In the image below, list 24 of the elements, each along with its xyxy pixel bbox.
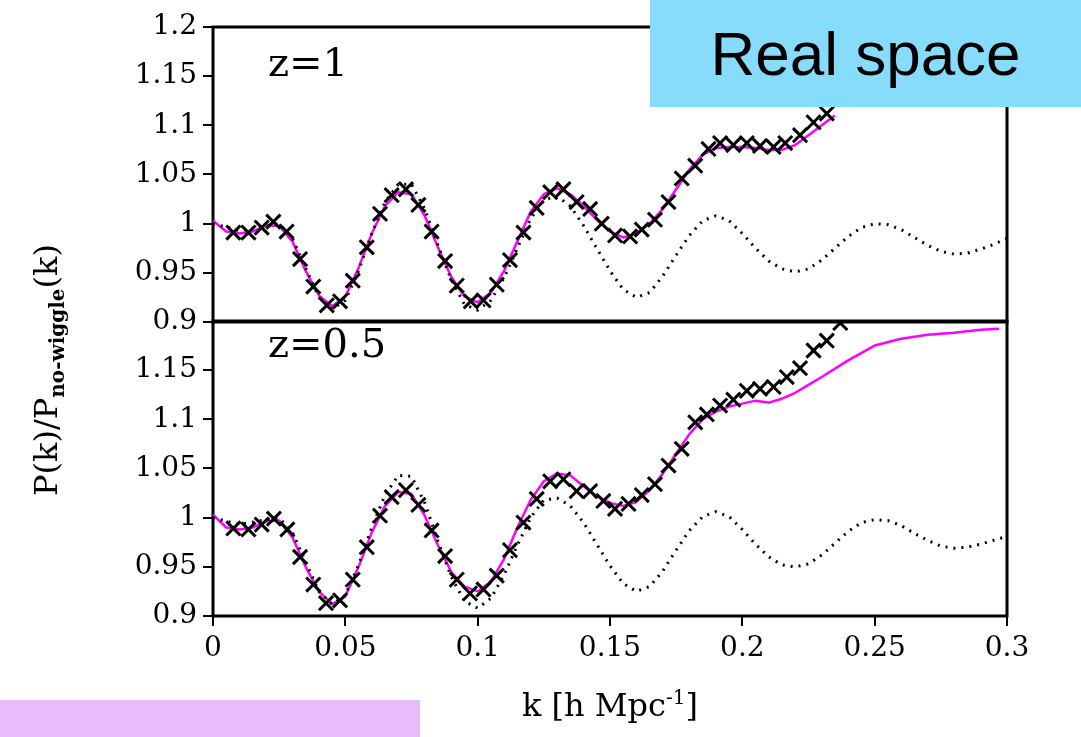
y-tick-label: 1.1 — [152, 106, 197, 140]
annotation: Real space — [650, 0, 1081, 107]
y-tick-label: 1.1 — [152, 400, 197, 434]
y-tick-label: 1 — [179, 204, 197, 238]
x-axis-title: k [h Mpc$^{-1}$] — [522, 685, 698, 724]
y-tick-label: 1.05 — [134, 155, 197, 189]
y-tick-label: 0.9 — [152, 597, 197, 631]
y-tick-label: 1.05 — [134, 449, 197, 483]
x-tick-label: 0.25 — [843, 630, 906, 664]
y-tick-label: 0.95 — [134, 548, 197, 582]
x-tick-label: 0 — [204, 630, 222, 664]
y-tick-label: 1.15 — [134, 351, 197, 385]
y-tick-label: 0.9 — [152, 303, 197, 337]
x-tick-label: 0.1 — [455, 630, 500, 664]
annotation: z=0.5 — [268, 320, 387, 366]
y-tick-label: 1.15 — [134, 57, 197, 91]
x-tick-label: 0.3 — [984, 630, 1030, 664]
x-tick-label: 0.05 — [314, 630, 377, 664]
y-tick-label: 1 — [179, 498, 197, 532]
annotation: z=1 — [268, 39, 349, 85]
x-tick-label: 0.2 — [720, 630, 765, 664]
x-tick-label: 0.15 — [578, 630, 642, 664]
y-tick-label: 0.95 — [134, 254, 197, 288]
y-tick-label: 1.2 — [152, 8, 197, 42]
